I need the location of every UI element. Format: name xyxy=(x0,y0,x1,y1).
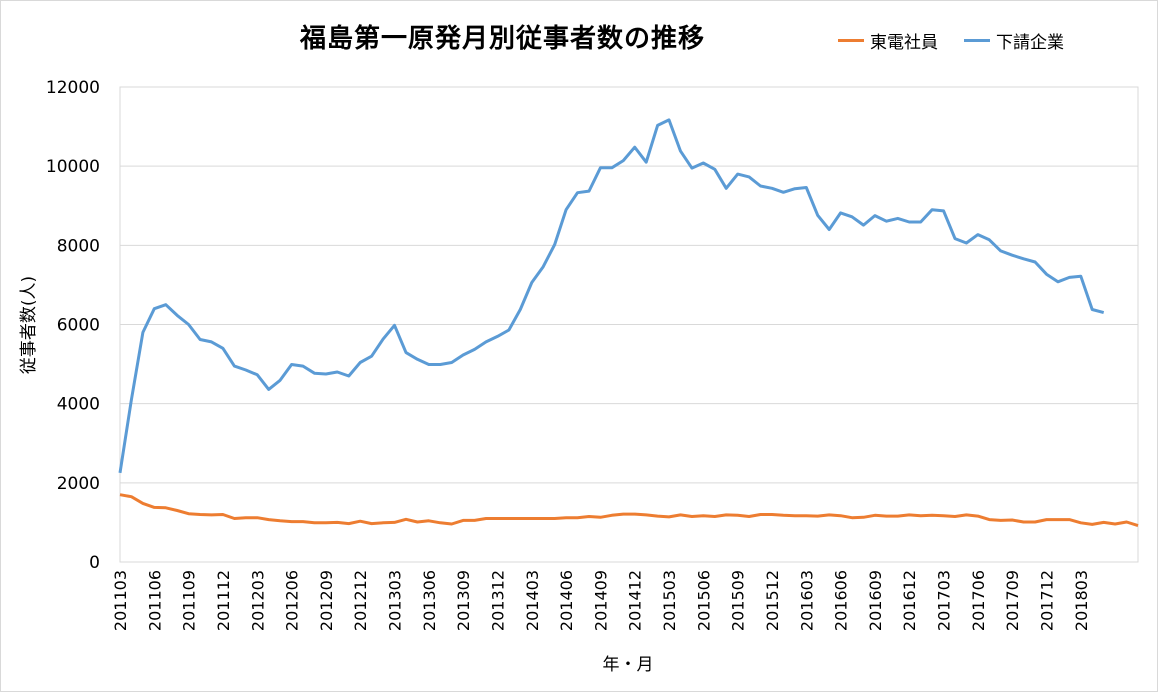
x-tick-label: 201103 xyxy=(111,570,130,631)
x-tick-label: 201203 xyxy=(248,570,267,631)
x-tick-labels: 201103 201106 201109 201112 201203 201206 2012… xyxy=(111,570,1091,631)
legend-swatch-tepco xyxy=(838,39,864,42)
legend: 東電社員 下請企業 xyxy=(838,28,1064,53)
y-tick-label: 0 xyxy=(89,553,100,573)
x-tick-label: 201109 xyxy=(180,570,199,631)
x-tick-label: 201609 xyxy=(866,570,885,631)
x-tick-label: 201512 xyxy=(763,570,782,631)
x-tick-label: 201406 xyxy=(557,570,576,631)
y-tick-label: 4000 xyxy=(57,395,100,415)
x-tick-label: 201409 xyxy=(591,570,610,631)
x-tick-label: 201509 xyxy=(729,570,748,631)
x-tick-label: 201612 xyxy=(900,570,919,631)
x-tick-label: 201506 xyxy=(694,570,713,631)
series-line-0 xyxy=(119,493,1139,528)
x-tick-label: 201403 xyxy=(523,570,542,631)
x-tick-label: 201606 xyxy=(832,570,851,631)
series-lines xyxy=(118,118,1139,528)
x-tick-label: 201712 xyxy=(1037,570,1056,631)
y-tick-label: 12000 xyxy=(46,78,100,98)
legend-label-subcontractor: 下請企業 xyxy=(996,33,1064,53)
x-tick-label: 201303 xyxy=(386,570,405,631)
x-tick-label: 201803 xyxy=(1072,570,1091,631)
x-tick-label: 201312 xyxy=(488,570,507,631)
y-axis-label: 従事者数(人) xyxy=(19,276,39,374)
x-tick-label: 201206 xyxy=(283,570,302,631)
chart-title: 福島第一原発月別従事者数の推移 xyxy=(300,24,706,54)
y-tick-label: 2000 xyxy=(57,474,100,494)
legend-item-tepco: 東電社員 xyxy=(838,28,938,53)
x-tick-label: 201112 xyxy=(214,570,233,631)
plot-area xyxy=(119,86,1139,563)
x-tick-label: 201703 xyxy=(935,570,954,631)
x-tick-label: 201603 xyxy=(797,570,816,631)
gridlines xyxy=(119,86,1139,563)
x-tick-label: 201212 xyxy=(351,570,370,631)
x-tick-label: 201106 xyxy=(145,570,164,631)
legend-label-tepco: 東電社員 xyxy=(870,33,938,53)
legend-item-subcontractor: 下請企業 xyxy=(964,28,1064,53)
x-tick-label: 201306 xyxy=(420,570,439,631)
legend-swatch-subcontractor xyxy=(964,39,990,42)
x-tick-label: 201706 xyxy=(969,570,988,631)
x-tick-label: 201412 xyxy=(626,570,645,631)
x-tick-label: 201209 xyxy=(317,570,336,631)
x-tick-label: 201309 xyxy=(454,570,473,631)
series-line-1 xyxy=(118,118,1105,474)
y-tick-labels: 0 2000 4000 6000 8000 10000 12000 xyxy=(46,78,100,573)
y-tick-label: 8000 xyxy=(57,236,100,256)
y-tick-label: 6000 xyxy=(57,316,100,336)
x-tick-label: 201709 xyxy=(1003,570,1022,631)
x-axis-label: 年・月 xyxy=(603,655,654,675)
y-tick-label: 10000 xyxy=(46,157,100,177)
x-tick-label: 201503 xyxy=(660,570,679,631)
